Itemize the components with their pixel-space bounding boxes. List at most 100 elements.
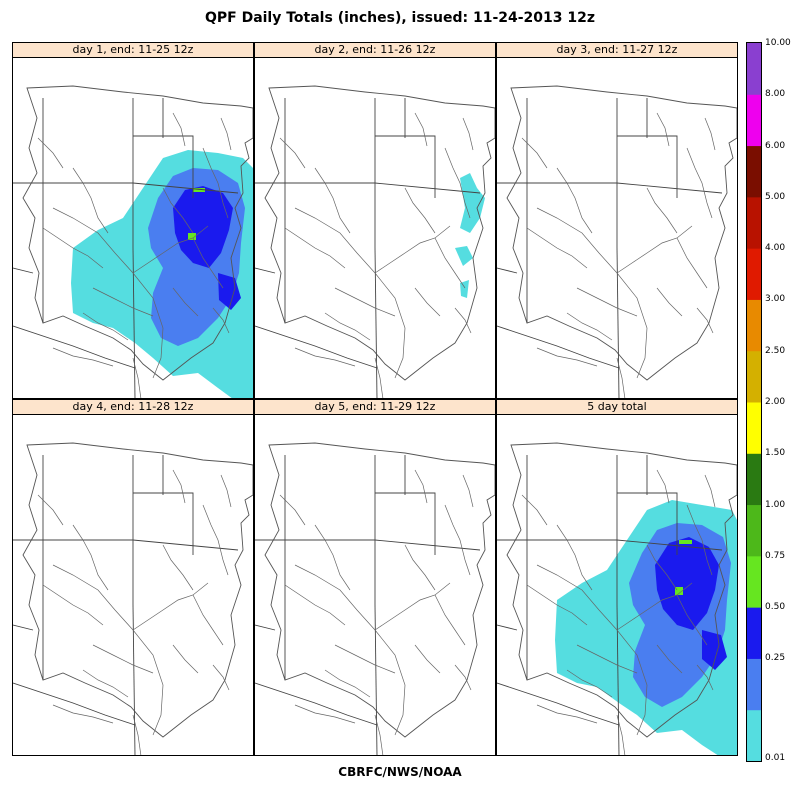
- river-line: [686, 504, 713, 576]
- river-line: [434, 237, 466, 289]
- legend-tick-label: 8.00: [765, 89, 786, 100]
- basin-boundary: [506, 442, 737, 738]
- basin-boundary: [22, 85, 253, 381]
- legend-tick-label: 2.00: [765, 397, 786, 407]
- river-line: [294, 207, 406, 379]
- chart-title: QPF Daily Totals (inches), issued: 11-24…: [204, 10, 596, 26]
- state-border: [616, 247, 620, 398]
- legend-swatch: [747, 709, 761, 761]
- legend-tick-label: 3.00: [765, 294, 786, 305]
- precip-area: [218, 273, 241, 310]
- precip-area: [679, 540, 692, 544]
- river-line: [696, 307, 714, 334]
- panel-map: [255, 442, 495, 755]
- river-line: [444, 504, 471, 576]
- river-line: [284, 584, 346, 626]
- river-line: [454, 664, 472, 691]
- river-line: [676, 237, 708, 289]
- river-line: [324, 312, 371, 341]
- map-panel-day-3: day 3, end: 11-27 12z: [496, 42, 738, 399]
- river-line: [162, 187, 194, 234]
- river-line: [704, 474, 716, 508]
- basin-boundary: [506, 85, 737, 381]
- river-line: [556, 524, 593, 591]
- river-line: [526, 227, 588, 269]
- panel-header: day 4, end: 11-28 12z: [13, 400, 253, 415]
- state-border: [255, 325, 378, 369]
- river-line: [220, 117, 232, 151]
- river-line: [536, 704, 598, 724]
- river-line: [521, 137, 548, 169]
- river-line: [192, 237, 224, 289]
- legend-swatch: [747, 94, 761, 147]
- river-line: [656, 112, 670, 147]
- river-line: [294, 564, 406, 736]
- precip-area: [702, 630, 727, 670]
- river-line: [566, 312, 613, 341]
- river-line: [404, 187, 436, 234]
- legend-tick-label: 0.75: [765, 550, 786, 561]
- panel-header: 5 day total: [497, 400, 737, 415]
- state-border: [13, 325, 136, 369]
- river-line: [202, 504, 229, 576]
- map-panel-day-5: day 5, end: 11-29 12z: [254, 399, 496, 756]
- state-border: [616, 539, 723, 551]
- state-border: [13, 624, 34, 631]
- river-line: [576, 287, 638, 317]
- legend-swatch: [747, 402, 761, 454]
- river-line: [444, 147, 471, 219]
- river-line: [162, 544, 194, 591]
- river-line: [374, 225, 451, 274]
- panel-map: [13, 85, 253, 398]
- color-legend: [746, 42, 762, 762]
- river-line: [279, 494, 306, 526]
- legend-tick-label: 1.50: [765, 448, 786, 459]
- river-line: [52, 347, 114, 367]
- river-line: [676, 594, 708, 646]
- state-border: [133, 492, 194, 555]
- river-line: [172, 287, 199, 317]
- river-line: [294, 347, 356, 367]
- map-panel-day-1: day 1, end: 11-25 12z: [12, 42, 254, 399]
- legend-swatch: [747, 504, 761, 557]
- river-line: [82, 312, 129, 341]
- state-border: [497, 325, 620, 369]
- river-line: [414, 469, 428, 504]
- river-line: [37, 494, 64, 526]
- precip-area: [460, 173, 485, 233]
- river-line: [374, 357, 384, 398]
- legend-tick-label: 6.00: [765, 140, 786, 151]
- river-line: [334, 644, 396, 674]
- river-line: [172, 469, 186, 504]
- state-border: [374, 539, 481, 551]
- river-line: [462, 117, 474, 151]
- legend-tick-label: 0.50: [765, 602, 786, 613]
- legend-tick-label: 5.00: [765, 191, 786, 202]
- river-line: [132, 714, 142, 755]
- river-line: [314, 167, 351, 234]
- river-line: [526, 584, 588, 626]
- state-border: [255, 624, 276, 631]
- state-border: [497, 624, 518, 631]
- map-panel-day-2: day 2, end: 11-26 12z: [254, 42, 496, 399]
- legend-swatch: [747, 43, 761, 95]
- river-line: [72, 167, 109, 234]
- river-line: [279, 137, 306, 169]
- state-border: [375, 492, 436, 555]
- river-line: [202, 147, 229, 219]
- state-border: [133, 135, 194, 198]
- river-line: [294, 704, 356, 724]
- state-border: [617, 492, 678, 555]
- river-line: [132, 225, 209, 274]
- river-line: [576, 644, 638, 674]
- map-panel-5-day-total: 5 day total: [496, 399, 738, 756]
- state-border: [375, 135, 436, 198]
- basin-boundary: [264, 85, 495, 381]
- legend-swatch: [747, 248, 761, 300]
- river-line: [42, 584, 104, 626]
- legend-swatch: [747, 555, 761, 608]
- river-line: [616, 714, 626, 755]
- legend-swatch: [747, 196, 761, 249]
- river-line: [414, 287, 441, 317]
- panel-header: day 5, end: 11-29 12z: [255, 400, 495, 415]
